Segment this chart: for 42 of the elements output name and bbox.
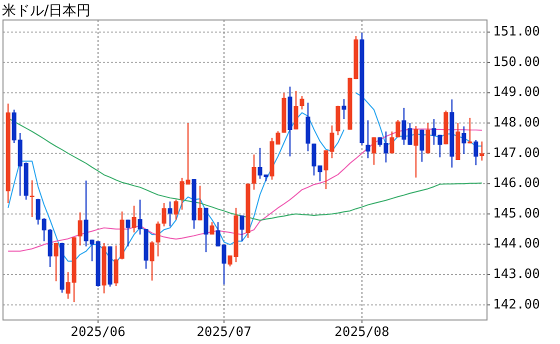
y-tick-label: 149.00 <box>493 85 540 100</box>
y-tick-label: 142.00 <box>493 297 540 312</box>
candlestick <box>210 222 214 236</box>
x-tick-label: 2025/06 <box>70 325 126 340</box>
y-tick-label: 145.00 <box>493 206 540 222</box>
y-tick-label: 147.00 <box>493 146 540 161</box>
y-tick-label: 143.00 <box>493 267 540 282</box>
candlestick <box>396 119 400 138</box>
candlestick <box>294 90 298 130</box>
candlestick <box>162 202 166 227</box>
candlestick <box>474 139 478 166</box>
candlestick <box>468 117 472 144</box>
x-tick-label: 2025/08 <box>334 325 390 340</box>
y-tick-label: 151.00 <box>493 24 540 40</box>
candlestick <box>198 185 202 221</box>
y-tick-label: 144.00 <box>493 236 540 252</box>
candlestick <box>126 219 130 247</box>
candlestick <box>240 214 244 242</box>
candlestick <box>366 120 370 159</box>
candlestick <box>390 130 394 154</box>
candlestick <box>54 242 58 282</box>
candlestick <box>300 95 304 110</box>
candlestick <box>480 140 484 162</box>
candlestick <box>462 126 466 155</box>
y-tick-label: 146.00 <box>493 176 540 192</box>
chart-title: 米ドル/日本円 <box>2 3 91 19</box>
candlestick <box>156 220 160 257</box>
candlestick <box>132 205 136 234</box>
y-tick-label: 148.00 <box>493 116 540 131</box>
candlestick <box>420 129 424 162</box>
candlestick <box>78 212 82 246</box>
candlestick <box>252 154 256 190</box>
candlestick <box>426 122 430 154</box>
candlestick <box>372 136 376 166</box>
candlestick <box>168 200 172 227</box>
candlestick <box>174 199 178 220</box>
candlestick <box>138 199 142 236</box>
x-tick-label: 2025/07 <box>196 325 252 340</box>
candlestick <box>414 125 418 178</box>
y-tick-label: 150.00 <box>493 54 540 70</box>
candlestick <box>150 240 154 282</box>
candlestick <box>114 244 118 287</box>
